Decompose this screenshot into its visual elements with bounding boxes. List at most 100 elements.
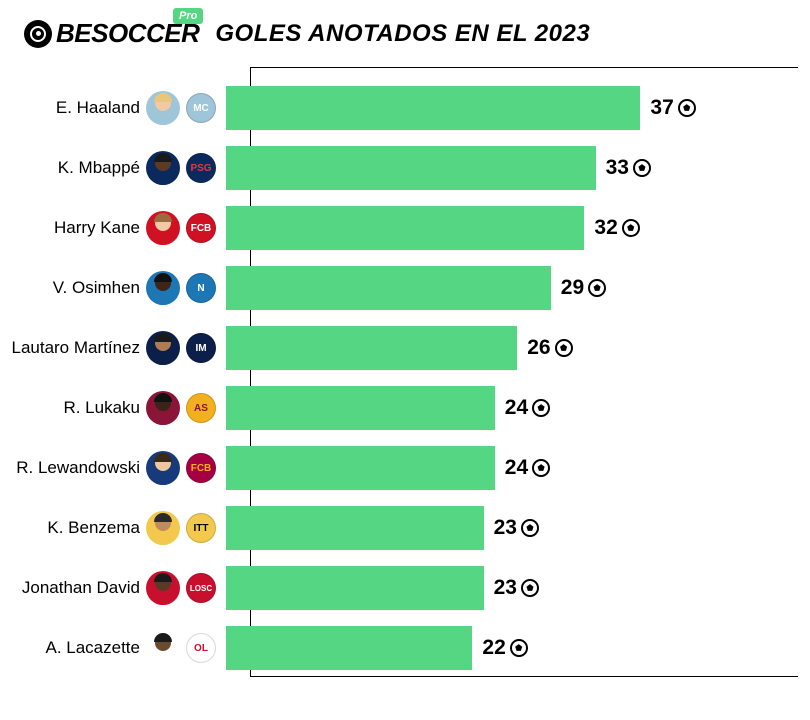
club-badge: N bbox=[186, 273, 216, 303]
row-label-area: V. Osimhen N bbox=[0, 271, 226, 305]
chart-title: GOLES ANOTADOS EN EL 2023 bbox=[215, 20, 590, 48]
bar-value: 29 bbox=[561, 276, 606, 300]
bar-value: 24 bbox=[505, 456, 550, 480]
player-avatar bbox=[146, 271, 180, 305]
chart-row: Jonathan David LOSC 23 bbox=[0, 558, 810, 618]
goals-number: 32 bbox=[594, 216, 617, 240]
chart-row: E. Haaland MC 37 bbox=[0, 78, 810, 138]
football-icon bbox=[521, 519, 539, 537]
bar-value: 33 bbox=[606, 156, 651, 180]
brand-badge: Pro bbox=[173, 8, 203, 24]
row-label-area: K. Mbappé PSG bbox=[0, 151, 226, 185]
goals-number: 37 bbox=[650, 96, 673, 120]
row-label-area: R. Lukaku AS bbox=[0, 391, 226, 425]
goals-number: 29 bbox=[561, 276, 584, 300]
player-avatar bbox=[146, 451, 180, 485]
player-avatar bbox=[146, 571, 180, 605]
club-badge: IM bbox=[186, 333, 216, 363]
bar bbox=[226, 506, 484, 550]
goals-number: 26 bbox=[527, 336, 550, 360]
chart-row: K. Mbappé PSG 33 bbox=[0, 138, 810, 198]
chart-rows: E. Haaland MC 37 K. Mbappé PSG 33 Harry KaneFC… bbox=[0, 78, 810, 678]
goals-number: 23 bbox=[494, 516, 517, 540]
player-name: E. Haaland bbox=[56, 98, 140, 118]
bar-value: 23 bbox=[494, 516, 539, 540]
football-icon bbox=[555, 339, 573, 357]
bar-value: 24 bbox=[505, 396, 550, 420]
row-label-area: Harry KaneFCB bbox=[0, 211, 226, 245]
row-label-area: Lautaro Martínez IM bbox=[0, 331, 226, 365]
club-badge: AS bbox=[186, 393, 216, 423]
goals-number: 24 bbox=[505, 456, 528, 480]
player-name: R. Lukaku bbox=[63, 398, 140, 418]
football-icon bbox=[588, 279, 606, 297]
football-icon bbox=[633, 159, 651, 177]
bar bbox=[226, 446, 495, 490]
club-badge: OL bbox=[186, 633, 216, 663]
target-icon bbox=[24, 20, 52, 48]
bar bbox=[226, 266, 551, 310]
bar bbox=[226, 326, 517, 370]
bar-value: 26 bbox=[527, 336, 572, 360]
player-name: A. Lacazette bbox=[45, 638, 140, 658]
bar-area: 26 bbox=[226, 326, 774, 370]
bar-area: 37 bbox=[226, 86, 774, 130]
bar-value: 37 bbox=[650, 96, 695, 120]
club-badge: FCB bbox=[186, 213, 216, 243]
bar bbox=[226, 86, 640, 130]
football-icon bbox=[678, 99, 696, 117]
club-badge: FCB bbox=[186, 453, 216, 483]
goals-number: 24 bbox=[505, 396, 528, 420]
goals-number: 33 bbox=[606, 156, 629, 180]
player-name: Lautaro Martínez bbox=[11, 338, 140, 358]
bar bbox=[226, 566, 484, 610]
player-name: R. Lewandowski bbox=[16, 458, 140, 478]
bar-area: 23 bbox=[226, 506, 774, 550]
chart-container: BESOCCER Pro GOLES ANOTADOS EN EL 2023 E… bbox=[0, 0, 810, 720]
bar-area: 29 bbox=[226, 266, 774, 310]
player-avatar bbox=[146, 331, 180, 365]
bar-area: 32 bbox=[226, 206, 774, 250]
player-avatar bbox=[146, 151, 180, 185]
bar-value: 32 bbox=[594, 216, 639, 240]
player-avatar bbox=[146, 91, 180, 125]
chart-row: A. Lacazette OL 22 bbox=[0, 618, 810, 678]
player-avatar bbox=[146, 511, 180, 545]
bar bbox=[226, 626, 472, 670]
bar bbox=[226, 386, 495, 430]
bar-value: 23 bbox=[494, 576, 539, 600]
football-icon bbox=[622, 219, 640, 237]
club-badge: LOSC bbox=[186, 573, 216, 603]
football-icon bbox=[521, 579, 539, 597]
bar-area: 33 bbox=[226, 146, 774, 190]
football-icon bbox=[510, 639, 528, 657]
player-avatar bbox=[146, 631, 180, 665]
player-name: K. Mbappé bbox=[58, 158, 140, 178]
chart-row: Harry KaneFCB 32 bbox=[0, 198, 810, 258]
bar-value: 22 bbox=[482, 636, 527, 660]
row-label-area: R. Lewandowski FCB bbox=[0, 451, 226, 485]
club-badge: ITT bbox=[186, 513, 216, 543]
row-label-area: E. Haaland MC bbox=[0, 91, 226, 125]
bar-area: 22 bbox=[226, 626, 774, 670]
club-badge: PSG bbox=[186, 153, 216, 183]
bar bbox=[226, 206, 584, 250]
player-name: Jonathan David bbox=[22, 578, 140, 598]
header: BESOCCER Pro GOLES ANOTADOS EN EL 2023 bbox=[24, 18, 786, 49]
football-icon bbox=[532, 459, 550, 477]
club-badge: MC bbox=[186, 93, 216, 123]
row-label-area: K. BenzemaITT bbox=[0, 511, 226, 545]
football-icon bbox=[532, 399, 550, 417]
chart-row: V. Osimhen N 29 bbox=[0, 258, 810, 318]
player-name: V. Osimhen bbox=[53, 278, 140, 298]
bar-area: 24 bbox=[226, 446, 774, 490]
goals-number: 22 bbox=[482, 636, 505, 660]
brand-logo: BESOCCER Pro bbox=[24, 18, 199, 49]
bar bbox=[226, 146, 596, 190]
chart-row: K. BenzemaITT 23 bbox=[0, 498, 810, 558]
goals-number: 23 bbox=[494, 576, 517, 600]
bar-area: 23 bbox=[226, 566, 774, 610]
bar-area: 24 bbox=[226, 386, 774, 430]
row-label-area: Jonathan David LOSC bbox=[0, 571, 226, 605]
player-avatar bbox=[146, 211, 180, 245]
